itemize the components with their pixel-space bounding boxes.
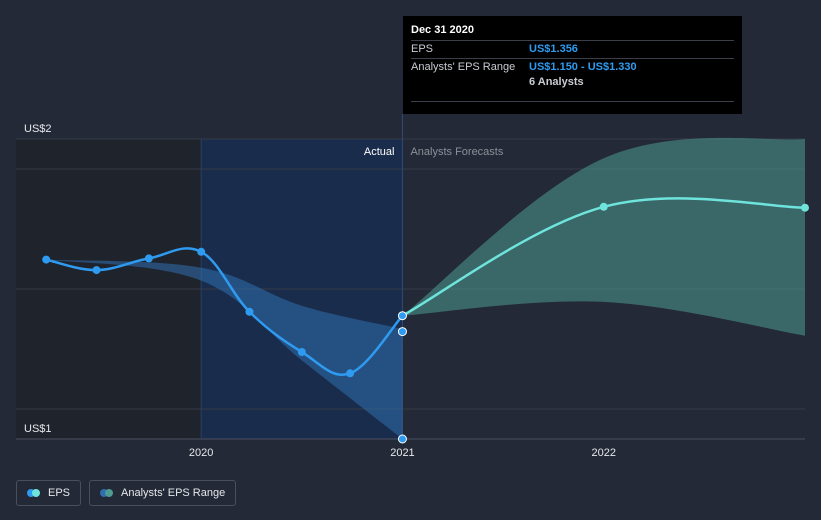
legend-eps[interactable]: EPS <box>16 480 82 506</box>
tooltip: Dec 31 2020 EPS US$1.356 Analysts' EPS R… <box>403 16 742 114</box>
eps-forecast-point <box>801 203 809 212</box>
y-tick-label: US$2 <box>24 123 52 135</box>
tooltip-row-analysts: 6 Analysts <box>411 76 734 91</box>
tooltip-divider <box>411 101 734 102</box>
eps-point <box>346 369 355 378</box>
range-highlight-point <box>397 327 407 337</box>
legend-range-label: Analysts' EPS Range <box>121 487 226 499</box>
tooltip-row-eps: EPS US$1.356 <box>411 40 734 58</box>
tooltip-range-value: US$1.150 - US$1.330 <box>529 61 637 73</box>
forecast-label: Analysts Forecasts <box>410 146 503 158</box>
x-tick-label: 2022 <box>591 447 615 459</box>
legend: EPS Analysts' EPS Range <box>16 480 237 506</box>
eps-forecast-point <box>599 202 608 211</box>
x-tick-label: 2021 <box>390 447 414 459</box>
range-legend-icon <box>100 489 114 497</box>
legend-eps-range[interactable]: Analysts' EPS Range <box>89 480 237 506</box>
eps-legend-icon <box>27 489 41 497</box>
tooltip-eps-label: EPS <box>411 43 434 55</box>
tooltip-date: Dec 31 2020 <box>411 24 474 36</box>
tooltip-range-label: Analysts' EPS Range <box>411 61 516 73</box>
eps-point <box>197 247 206 256</box>
eps-highlight-point <box>397 311 407 321</box>
actual-label: Actual <box>364 146 395 158</box>
x-tick-label: 2020 <box>189 447 213 459</box>
eps-range-forecast-area <box>402 137 805 336</box>
eps-point <box>42 255 51 264</box>
tooltip-row-range: Analysts' EPS Range US$1.150 - US$1.330 <box>411 58 734 76</box>
eps-point <box>144 254 153 263</box>
eps-range-past-area <box>46 259 403 439</box>
range-highlight-point <box>397 434 407 444</box>
eps-point <box>245 307 254 316</box>
eps-point <box>297 348 306 356</box>
tooltip-analysts: 6 Analysts <box>529 76 584 88</box>
eps-point <box>92 266 101 275</box>
legend-eps-label: EPS <box>48 487 71 499</box>
tooltip-eps-value: US$1.356 <box>529 43 578 55</box>
y-tick-label: US$1 <box>24 423 52 435</box>
